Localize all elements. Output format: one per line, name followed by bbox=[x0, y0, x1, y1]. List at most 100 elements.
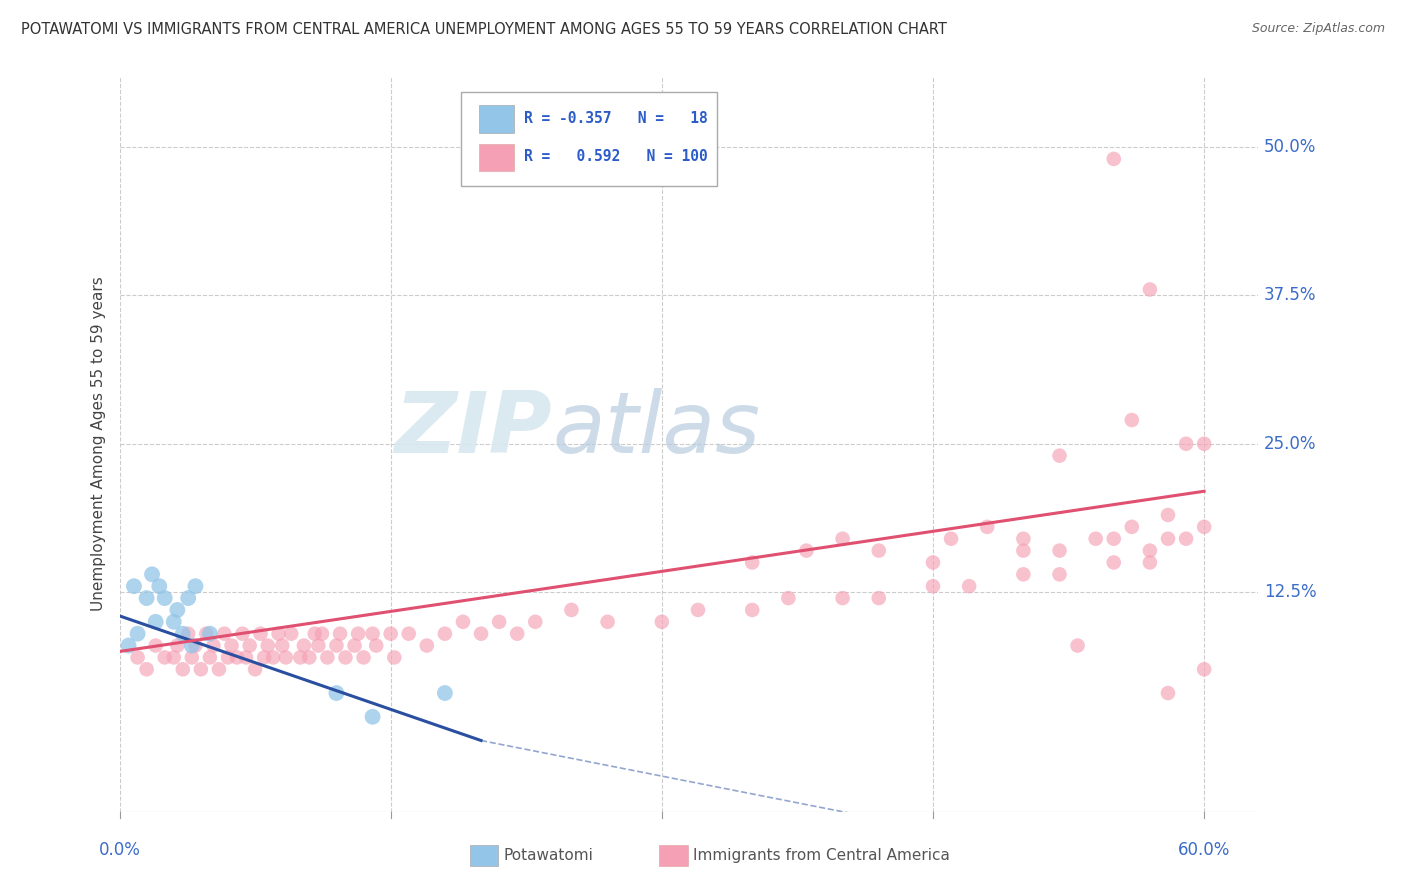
Text: 50.0%: 50.0% bbox=[1264, 138, 1316, 156]
Point bbox=[274, 650, 297, 665]
Point bbox=[292, 639, 315, 653]
FancyBboxPatch shape bbox=[479, 105, 513, 133]
Point bbox=[226, 650, 249, 665]
Point bbox=[267, 626, 290, 640]
Point bbox=[796, 543, 818, 558]
Point bbox=[433, 626, 456, 640]
Point bbox=[172, 662, 194, 676]
Text: R = -0.357   N =   18: R = -0.357 N = 18 bbox=[524, 111, 707, 126]
Point bbox=[195, 626, 218, 640]
Point bbox=[329, 626, 352, 640]
Point bbox=[1192, 662, 1215, 676]
Point bbox=[1157, 532, 1180, 546]
Point bbox=[145, 615, 167, 629]
Point bbox=[361, 626, 384, 640]
Point bbox=[1012, 532, 1035, 546]
Point bbox=[1121, 413, 1143, 427]
Point bbox=[256, 639, 278, 653]
Point bbox=[148, 579, 170, 593]
Point bbox=[1157, 686, 1180, 700]
Point bbox=[343, 639, 366, 653]
Point bbox=[316, 650, 339, 665]
Point bbox=[1102, 532, 1125, 546]
Point bbox=[135, 662, 157, 676]
Point bbox=[166, 639, 188, 653]
Text: 37.5%: 37.5% bbox=[1264, 286, 1316, 304]
Point bbox=[380, 626, 402, 640]
Point bbox=[153, 591, 176, 605]
Text: Source: ZipAtlas.com: Source: ZipAtlas.com bbox=[1251, 22, 1385, 36]
Text: Potawatomi: Potawatomi bbox=[503, 848, 593, 863]
Point bbox=[1139, 543, 1161, 558]
Point bbox=[1121, 520, 1143, 534]
Point bbox=[868, 543, 890, 558]
Point bbox=[235, 650, 257, 665]
Point bbox=[304, 626, 326, 640]
Point bbox=[221, 639, 243, 653]
Point bbox=[198, 650, 221, 665]
Point bbox=[177, 626, 200, 640]
Point bbox=[560, 603, 582, 617]
Point bbox=[1175, 532, 1198, 546]
FancyBboxPatch shape bbox=[479, 144, 513, 171]
Point bbox=[957, 579, 980, 593]
Point bbox=[217, 650, 239, 665]
Point bbox=[145, 639, 167, 653]
Point bbox=[831, 532, 853, 546]
Point bbox=[117, 639, 139, 653]
Text: ZIP: ZIP bbox=[395, 387, 553, 471]
Point bbox=[506, 626, 529, 640]
Point bbox=[1192, 520, 1215, 534]
Point bbox=[153, 650, 176, 665]
Point bbox=[163, 615, 186, 629]
Y-axis label: Unemployment Among Ages 55 to 59 years: Unemployment Among Ages 55 to 59 years bbox=[90, 277, 105, 611]
Point bbox=[280, 626, 302, 640]
Point bbox=[208, 662, 231, 676]
Point bbox=[451, 615, 474, 629]
Point bbox=[335, 650, 357, 665]
Point bbox=[184, 639, 207, 653]
Point bbox=[831, 591, 853, 605]
Point bbox=[271, 639, 294, 653]
Point bbox=[686, 603, 709, 617]
Point bbox=[163, 650, 186, 665]
Point bbox=[325, 639, 347, 653]
Point bbox=[1049, 567, 1071, 582]
Point bbox=[184, 579, 207, 593]
Point bbox=[939, 532, 962, 546]
Point bbox=[366, 639, 388, 653]
Point bbox=[1139, 556, 1161, 570]
Text: POTAWATOMI VS IMMIGRANTS FROM CENTRAL AMERICA UNEMPLOYMENT AMONG AGES 55 TO 59 Y: POTAWATOMI VS IMMIGRANTS FROM CENTRAL AM… bbox=[21, 22, 948, 37]
Point bbox=[262, 650, 284, 665]
Point bbox=[1192, 437, 1215, 451]
Point bbox=[1049, 543, 1071, 558]
Point bbox=[249, 626, 271, 640]
Point bbox=[524, 615, 547, 629]
Point bbox=[166, 603, 188, 617]
Text: Immigrants from Central America: Immigrants from Central America bbox=[693, 848, 950, 863]
Point bbox=[976, 520, 998, 534]
Point bbox=[127, 626, 149, 640]
Point bbox=[1012, 543, 1035, 558]
Text: atlas: atlas bbox=[553, 387, 761, 471]
Point bbox=[1175, 437, 1198, 451]
Point bbox=[172, 626, 194, 640]
Point bbox=[778, 591, 800, 605]
Point bbox=[127, 650, 149, 665]
Point bbox=[298, 650, 321, 665]
Point bbox=[214, 626, 236, 640]
Point bbox=[1012, 567, 1035, 582]
Point bbox=[1157, 508, 1180, 522]
Point bbox=[202, 639, 225, 653]
Point bbox=[382, 650, 405, 665]
Point bbox=[868, 591, 890, 605]
Text: R =   0.592   N = 100: R = 0.592 N = 100 bbox=[524, 149, 707, 164]
Point bbox=[231, 626, 253, 640]
Point bbox=[1139, 283, 1161, 297]
Point bbox=[1102, 556, 1125, 570]
Point bbox=[141, 567, 163, 582]
Point bbox=[416, 639, 439, 653]
Text: 12.5%: 12.5% bbox=[1264, 583, 1316, 601]
Text: 25.0%: 25.0% bbox=[1264, 434, 1316, 453]
Point bbox=[311, 626, 333, 640]
